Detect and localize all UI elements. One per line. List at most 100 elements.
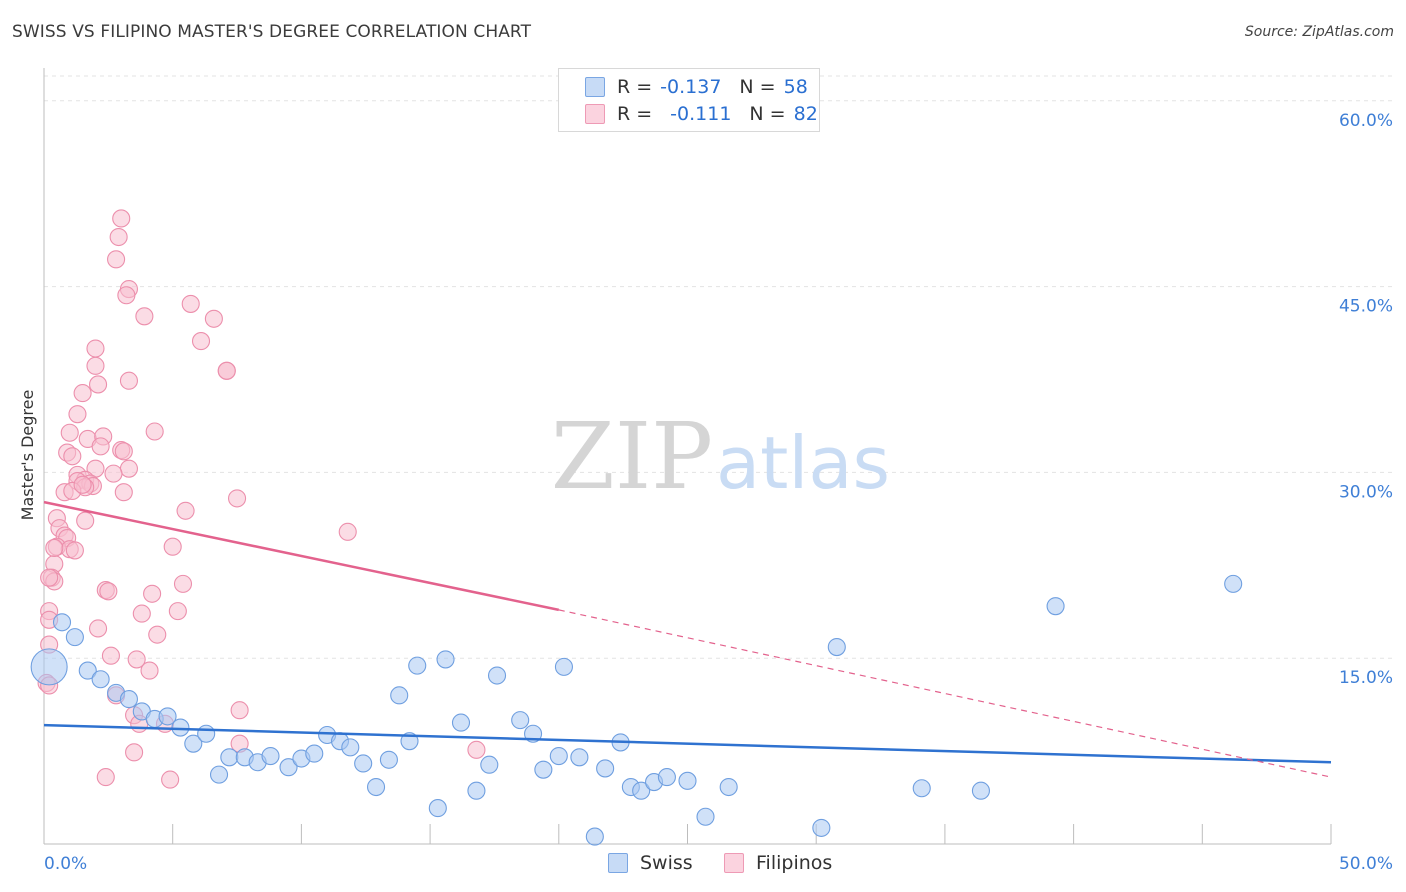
- swiss-point: [390, 686, 409, 705]
- swiss-point: [119, 690, 138, 709]
- filipino-point: [96, 768, 115, 787]
- legend-row-filipinos: R = -0.111 N = 82: [585, 102, 818, 126]
- watermark-zip: ZIP: [551, 403, 713, 510]
- swiss-point: [261, 747, 280, 766]
- filipino-point: [181, 294, 200, 313]
- swiss-point: [408, 656, 427, 675]
- swiss-point: [657, 768, 676, 787]
- filipino-point: [45, 538, 64, 557]
- swiss-point: [354, 754, 373, 773]
- swiss-point: [467, 781, 486, 800]
- zipatlas-watermark: ZIP atlas: [551, 403, 890, 510]
- filipino-point: [63, 447, 82, 466]
- swiss-point: [379, 750, 398, 769]
- filipino-point: [338, 522, 357, 541]
- filipino-point: [65, 541, 84, 560]
- swiss-point: [451, 713, 471, 732]
- n-value: 82: [793, 103, 818, 125]
- watermark-atlas: atlas: [716, 421, 890, 505]
- filipino-point: [127, 650, 146, 669]
- legend-label-swiss: Swiss: [640, 852, 693, 874]
- swiss-point: [366, 777, 386, 797]
- filipino-point: [132, 604, 151, 623]
- filipino-point: [101, 646, 120, 665]
- filipino-point: [60, 423, 79, 442]
- filipino-point: [140, 661, 159, 680]
- swiss-point: [827, 637, 846, 657]
- filipino-point: [148, 625, 167, 644]
- filipinos-swatch-icon: [585, 104, 605, 124]
- swiss-point: [305, 744, 324, 763]
- filipino-point: [143, 584, 162, 603]
- swiss-point: [65, 628, 84, 647]
- swiss-point: [570, 748, 589, 767]
- swiss-point: [197, 724, 216, 743]
- filipino-point: [117, 286, 136, 305]
- r-value: -0.111: [670, 103, 732, 125]
- filipino-point: [173, 574, 193, 593]
- filipino-point: [204, 309, 223, 328]
- filipino-point: [104, 464, 123, 483]
- legend-label-filipinos: Filipinos: [756, 852, 833, 874]
- x-tick-label: 0.0%: [44, 854, 87, 874]
- filipino-point: [76, 511, 95, 530]
- filipino-point: [114, 442, 133, 461]
- swiss-point: [30, 648, 68, 686]
- swiss-point: [696, 807, 715, 826]
- swiss-point: [341, 738, 360, 757]
- filipino-point: [168, 602, 187, 621]
- swiss-point: [511, 711, 530, 730]
- swiss-point: [480, 755, 499, 774]
- grid-lines: [44, 75, 1394, 659]
- filipino-point: [176, 501, 195, 520]
- filipino-point: [89, 619, 108, 638]
- filipino-point: [40, 568, 59, 587]
- n-label: N =: [739, 76, 776, 98]
- filipino-point: [217, 361, 236, 380]
- filipino-point: [109, 227, 128, 247]
- filipino-point: [86, 339, 105, 358]
- swiss-point: [912, 779, 931, 798]
- swiss-point: [812, 818, 831, 837]
- swiss-point: [554, 657, 573, 676]
- r-label: R =: [617, 103, 653, 125]
- filipino-point: [125, 743, 144, 762]
- filipino-point: [228, 489, 247, 508]
- swiss-point: [1046, 597, 1065, 616]
- swiss-point: [719, 777, 738, 797]
- r-label: R =: [617, 76, 653, 98]
- swiss-point: [158, 707, 177, 726]
- filipino-point: [161, 770, 180, 789]
- filipino-point: [467, 740, 486, 759]
- legend-item-filipinos[interactable]: Filipinos: [724, 852, 832, 874]
- filipino-point: [112, 209, 131, 228]
- series-legend: Swiss Filipinos: [0, 852, 1406, 878]
- filipino-point: [86, 356, 105, 375]
- filipino-point: [114, 483, 133, 502]
- swiss-points: [30, 574, 1243, 846]
- swiss-swatch-icon: [608, 853, 628, 873]
- swiss-swatch-icon: [585, 77, 605, 97]
- swiss-point: [78, 661, 97, 680]
- trend-lines: [43, 500, 1332, 778]
- filipinos-points: [37, 209, 486, 789]
- swiss-point: [171, 718, 190, 737]
- filipino-point: [73, 475, 92, 494]
- swiss-point: [1224, 574, 1243, 593]
- filipino-point: [119, 371, 138, 390]
- filipino-point: [135, 307, 154, 326]
- swiss-trend-line: [43, 723, 1332, 764]
- filipinos-trend-line: [43, 500, 560, 612]
- filipino-point: [68, 405, 87, 424]
- filipino-point: [89, 375, 108, 394]
- swiss-point: [436, 650, 455, 669]
- legend-item-swiss[interactable]: Swiss: [608, 852, 693, 874]
- tick-labels: 15.0% 30.0% 45.0% 60.0% 0.0% 50.0%: [44, 111, 1393, 874]
- y-tick-label: 60.0%: [1339, 111, 1393, 131]
- swiss-point: [585, 827, 604, 846]
- swiss-point: [52, 613, 72, 632]
- filipino-point: [99, 582, 118, 601]
- filipino-point: [163, 537, 182, 556]
- filipino-point: [145, 422, 164, 441]
